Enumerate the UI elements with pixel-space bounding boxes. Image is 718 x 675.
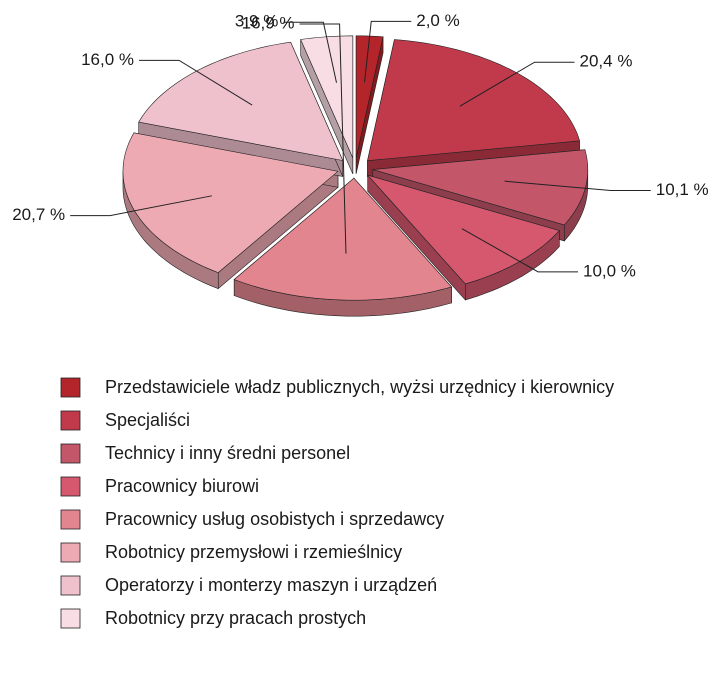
leader-line — [461, 228, 578, 273]
leader-line — [459, 61, 575, 107]
leader-line — [504, 180, 651, 192]
data-label: 10,1 % — [656, 180, 709, 199]
legend-swatch — [60, 377, 81, 398]
legend-swatch — [60, 575, 81, 596]
legend-label: Specjaliści — [105, 410, 190, 430]
legend-swatch — [60, 410, 81, 431]
legend-swatch — [60, 542, 81, 563]
leader-line — [299, 23, 347, 254]
leader-line — [364, 20, 412, 83]
legend-label: Pracownicy biurowi — [105, 476, 259, 496]
leader-line — [139, 59, 253, 106]
legend-label: Pracownicy usług osobistych i sprzedawcy — [105, 509, 444, 529]
data-label: 16,0 % — [81, 50, 134, 69]
legend-label: Robotnicy przemysłowi i rzemieślnicy — [105, 542, 402, 562]
legend-label: Operatorzy i monterzy maszyn i urządzeń — [105, 575, 437, 595]
data-label: 2,0 % — [416, 11, 459, 30]
legend-label: Robotnicy przy pracach prostych — [105, 608, 366, 628]
data-label: 20,7 % — [12, 205, 65, 224]
data-label: 16,9 % — [242, 13, 295, 32]
leader-line — [283, 21, 337, 83]
legend-label: Technicy i inny średni personel — [105, 443, 350, 463]
leader-line — [70, 195, 212, 217]
legend-swatch — [60, 476, 81, 497]
legend-swatch — [60, 509, 81, 530]
slice — [367, 39, 581, 161]
data-label: 20,4 % — [580, 52, 633, 71]
legend-label: Przedstawiciele władz publicznych, wyżsi… — [105, 377, 614, 397]
data-label: 10,0 % — [583, 261, 636, 280]
data-label: 3,9 % — [235, 12, 278, 31]
slice — [233, 177, 453, 301]
legend-swatch — [60, 608, 81, 629]
legend-swatch — [60, 443, 81, 464]
